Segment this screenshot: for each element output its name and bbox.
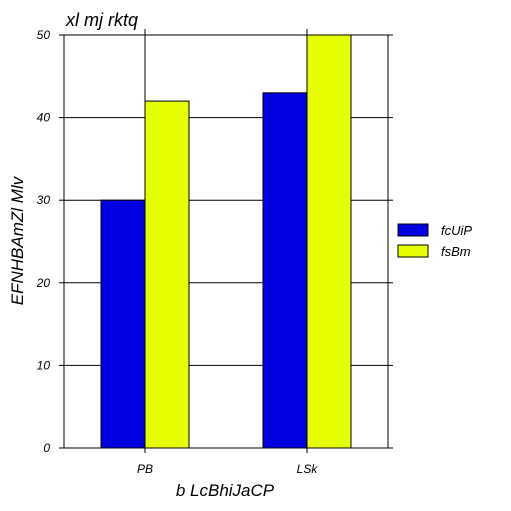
bar-fsBm-PB (144, 100, 190, 449)
y-tick-label-20: 20 (36, 276, 51, 290)
y-tick-label-50: 50 (37, 28, 51, 42)
bar-fcUiP-LSk (262, 92, 308, 449)
y-tick-label-10: 10 (37, 358, 51, 372)
y-axis-label: EFNHBAmZl Mlv (8, 175, 27, 305)
legend-swatch-fsBm (397, 244, 429, 258)
y-tick-label-40: 40 (37, 111, 51, 125)
y-tick-label-30: 30 (37, 193, 51, 207)
chart-title: xl mj rktq (65, 10, 138, 30)
legend-swatch-fcUiP (397, 223, 429, 237)
x-ticks: PB LSk (137, 448, 318, 476)
axes (60, 35, 389, 449)
x-tick-label-PB: PB (137, 462, 153, 476)
legend-label-fsBm: fsBm (441, 244, 471, 259)
bar-fcUiP-PB (100, 199, 146, 449)
bar-fsBm-LSk (306, 34, 352, 449)
y-tick-label-0: 0 (43, 441, 50, 455)
y-ticks: 0 10 20 30 40 50 (36, 28, 393, 455)
x-tick-label-LSk: LSk (297, 462, 319, 476)
bars (100, 34, 352, 449)
x-axis-label: b LcBhiJaCP (176, 481, 275, 500)
legend-label-fcUiP: fcUiP (441, 223, 472, 238)
legend: fcUiP fsBm (397, 223, 472, 259)
